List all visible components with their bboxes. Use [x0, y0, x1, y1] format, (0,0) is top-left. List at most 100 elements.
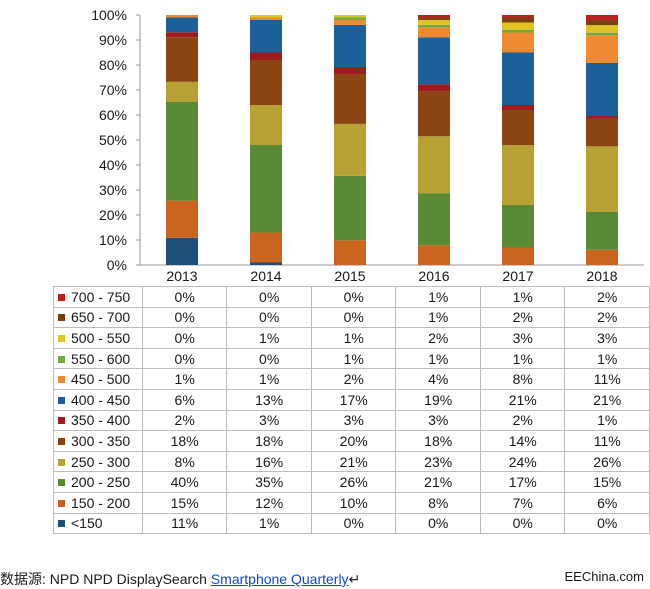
bar-segment-2017-500-550: [502, 22, 534, 30]
legend-text: 400 - 450: [71, 391, 131, 408]
bar-segment-2017-450-500: [502, 32, 534, 53]
bar-segment-2014-250-300: [250, 105, 282, 145]
data-label: 14%: [479, 430, 566, 452]
legend-swatch: [58, 417, 65, 425]
legend-label: 350 - 400: [53, 409, 143, 432]
y-tick-label: 80%: [99, 57, 127, 73]
data-label: 13%: [226, 388, 312, 411]
y-tick-label: 20%: [99, 207, 127, 223]
bar-segment-2017-300-350: [502, 110, 534, 145]
data-label: 15%: [564, 471, 650, 493]
legend-label: <150: [53, 512, 143, 535]
x-tick-label: 2015: [334, 268, 365, 284]
data-label: 1%: [564, 409, 650, 432]
data-label: 0%: [395, 512, 481, 535]
bar-segment-2015-400-450: [334, 24, 366, 67]
data-label: 3%: [310, 409, 397, 432]
data-label: 26%: [310, 471, 397, 493]
legend-label: 700 - 750: [53, 286, 143, 308]
data-label: 0%: [226, 347, 312, 370]
stacked-bar-chart: 0% 10% 20% 30% 40% 50% 60% 70% 80% 90% 100% 2013 20…: [91, 7, 644, 284]
y-tick-label: 70%: [99, 82, 127, 98]
data-label: 19%: [395, 388, 481, 411]
bar-segment-2017-550-600: [502, 30, 534, 33]
legend-swatch: [58, 355, 65, 363]
legend-swatch: [58, 499, 65, 507]
data-label: 8%: [479, 368, 566, 390]
data-label: 1%: [479, 347, 566, 370]
bar-segment-2018-150-200: [586, 249, 618, 265]
bar-segment-2015-450-500: [334, 19, 366, 25]
data-label: 17%: [310, 388, 397, 411]
bar-segment-2016-450-500: [418, 27, 450, 38]
y-tick-label: 40%: [99, 157, 127, 173]
legend-text: 700 - 750: [71, 288, 131, 305]
data-table: 700 - 750 0% 0% 0% 1% 1% 2% 650 - 700 0% 0% 0% 1% 2%…: [53, 286, 650, 535]
data-label: 11%: [564, 430, 650, 452]
bar-segment-2013-450-500: [166, 15, 198, 18]
data-label: 40%: [141, 471, 228, 493]
legend-label: 450 - 500: [53, 368, 143, 390]
legend-swatch: [58, 293, 65, 301]
data-label: 6%: [141, 388, 228, 411]
legend-swatch: [58, 334, 65, 342]
bar-segment-2015-150-200: [334, 240, 366, 265]
data-label: 26%: [564, 450, 650, 473]
data-label: 8%: [395, 491, 481, 514]
legend-text: 450 - 500: [71, 371, 131, 388]
data-label: 15%: [141, 491, 228, 514]
bar-segment-2015-550-600: [334, 17, 366, 20]
data-label: 2%: [395, 327, 481, 349]
bar-segment-2014-300-350: [250, 60, 282, 105]
data-label: 0%: [226, 286, 312, 308]
y-tick-label: 100%: [91, 7, 127, 23]
bar-segment-2015-200-250: [334, 175, 366, 241]
table-row: 200 - 250 40% 35% 26% 21% 17% 15%: [53, 471, 650, 493]
data-label: 0%: [226, 306, 312, 329]
data-label: 1%: [226, 512, 312, 535]
data-label: 1%: [141, 368, 228, 390]
bar-segment-2017-650-700: [502, 17, 534, 23]
legend-label: 200 - 250: [53, 471, 143, 493]
bar-segment-2017-200-250: [502, 205, 534, 248]
data-label: 3%: [226, 409, 312, 432]
data-label: 21%: [479, 388, 566, 411]
data-label: 2%: [564, 286, 650, 308]
bar-segment-2018-400-450: [586, 62, 618, 117]
bar-segment-2014-150-200: [250, 232, 282, 263]
data-label: 1%: [479, 286, 566, 308]
bar-segment-2014-200-250: [250, 145, 282, 233]
legend-text: 250 - 300: [71, 453, 131, 470]
data-label: 23%: [395, 450, 481, 473]
source-link[interactable]: Smartphone Quarterly: [210, 571, 349, 587]
legend-text: 650 - 700: [71, 309, 131, 326]
source-note: 数据源: NPD NPD DisplaySearch Smartphone Qu…: [0, 569, 360, 589]
data-label: 0%: [141, 286, 228, 308]
bar-segment-2015-500-550: [334, 15, 366, 18]
data-label: 1%: [310, 347, 397, 370]
data-label: 3%: [395, 409, 481, 432]
data-label: 0%: [141, 347, 228, 370]
data-label: 0%: [310, 306, 397, 329]
data-label: 0%: [479, 512, 566, 535]
y-tick-label: 60%: [99, 107, 127, 123]
data-label: 18%: [395, 430, 481, 452]
legend-text: 550 - 600: [71, 350, 131, 367]
data-label: 1%: [226, 327, 312, 349]
legend-text: 500 - 550: [71, 329, 131, 346]
x-tick-label: 2016: [418, 268, 449, 284]
data-label: 0%: [310, 286, 397, 308]
return-mark: ↵: [348, 571, 361, 587]
bar-segment-2018-450-500: [586, 35, 618, 63]
data-label: 7%: [479, 491, 566, 514]
x-tick-label: 2018: [586, 268, 617, 284]
data-label: 21%: [395, 471, 481, 493]
data-label: 0%: [141, 306, 228, 329]
legend-text: 350 - 400: [71, 412, 131, 429]
data-label: 3%: [564, 327, 650, 349]
bar-segment-2018-200-250: [586, 211, 618, 250]
table-row: 700 - 750 0% 0% 0% 1% 1% 2%: [53, 286, 650, 308]
legend-swatch: [58, 376, 65, 384]
data-label: 2%: [479, 306, 566, 329]
bar-segment-2018-350-400: [586, 116, 618, 119]
